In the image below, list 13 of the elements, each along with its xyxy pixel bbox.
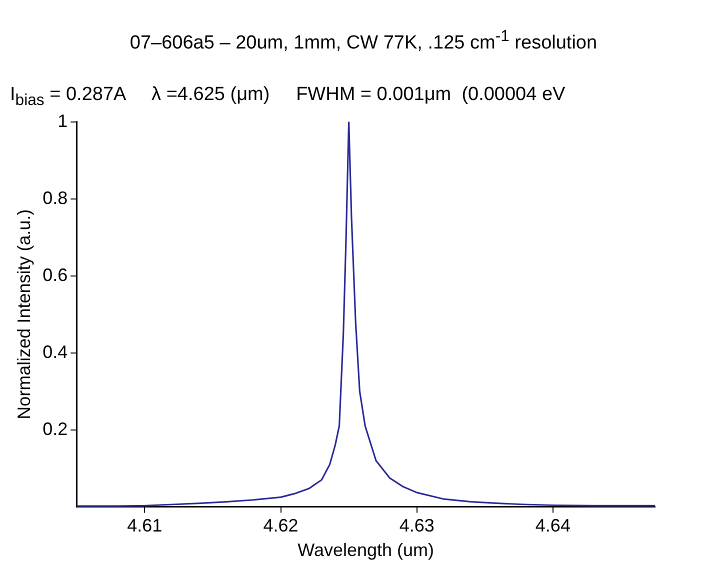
y-tick-label: 0.8: [42, 188, 68, 208]
x-tick-label: 4.64: [535, 516, 570, 536]
chart-title: 07–606a5 – 20um, 1mm, CW 77K, .125 cm$^{-1}$ resolution: [128, 28, 598, 54]
x-tick-label: 4.62: [263, 516, 298, 536]
chart-subtitle: I$_{bias}$ = 0.287A λ =4.625 (μm) FWHM = 0.001μm (0.00004 eV: [10, 84, 566, 110]
x-tick-label: 4.61: [127, 516, 162, 536]
x-tick-label: 4.63: [399, 516, 434, 536]
y-tick-label: 0.6: [42, 264, 68, 285]
x-axis-title: Wavelength (um): [298, 540, 434, 560]
y-tick-label: 0.4: [42, 342, 68, 362]
y-tick-label: 0.2: [42, 418, 68, 439]
y-axis-title: Normalized Intensity (a.u.): [14, 209, 34, 420]
y-tick-label: 1: [58, 110, 68, 131]
